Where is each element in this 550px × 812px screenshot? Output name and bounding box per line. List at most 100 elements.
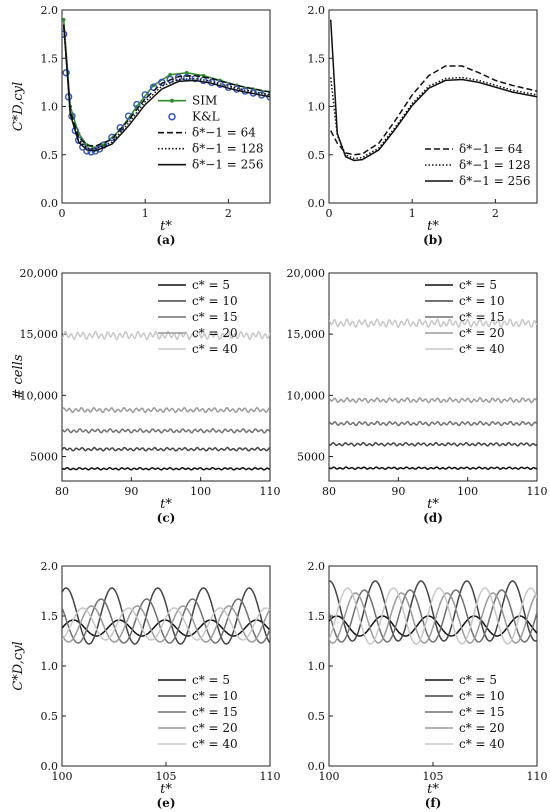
legend-label: δ*−1 = 64 [192, 126, 256, 140]
x-axis-label: t* [427, 219, 439, 234]
x-tick-label: 80 [322, 485, 336, 498]
y-tick-label: 5000 [297, 451, 325, 464]
series-line [62, 24, 270, 150]
panel-f: 0.0 0.5 1.0 1.5 2.0 100 105 110 t*(f) c* = 5 c* = … [308, 560, 548, 810]
legend-label: c* = 5 [192, 278, 230, 292]
series-line [329, 587, 537, 645]
y-tick-label: 1.5 [308, 52, 326, 65]
legend-label: c* = 15 [192, 705, 238, 719]
x-tick-label: 0 [326, 207, 333, 220]
axes-frame [61, 565, 271, 767]
legend-label: c* = 5 [459, 673, 497, 687]
x-tick-label: 90 [391, 485, 405, 498]
panel-b: 0.0 0.5 1.0 1.5 2.0 0 1 2 t*(b) δ*−1 = 64 δ*−1 = 1… [308, 4, 538, 247]
y-tick-label: 0.5 [41, 710, 59, 723]
series-line [329, 580, 537, 642]
panel-label: (b) [423, 233, 443, 247]
x-tick-label: 100 [457, 485, 478, 498]
legend-label: c* = 10 [192, 294, 238, 308]
x-tick-label: 100 [319, 770, 340, 783]
y-tick-label: 1.5 [308, 610, 326, 623]
y-axis-label: C*D,cyl [11, 641, 26, 690]
y-tick-label: 1.0 [41, 660, 59, 673]
data-point [87, 148, 95, 156]
series-line [62, 24, 270, 147]
y-tick-label: 15,000 [287, 328, 326, 341]
panel-d: 5000 10,000 15,000 20,000 80 90 100 110 t*(d) c* … [287, 267, 548, 525]
series-line [62, 446, 270, 452]
y-axis-label: # cells [11, 354, 26, 399]
y-tick-label: 20,000 [287, 267, 326, 280]
legend-label: c* = 40 [192, 342, 238, 356]
y-axis-label: C*D,cyl [11, 82, 26, 131]
series-line [62, 19, 270, 149]
y-tick-label: 10,000 [287, 389, 326, 402]
legend-label: c* = 20 [459, 721, 505, 735]
panel-label: (d) [423, 511, 443, 525]
series-line [329, 589, 537, 643]
data-point [168, 72, 172, 77]
y-tick-label: 1.0 [41, 101, 59, 114]
x-tick-label: 110 [527, 485, 548, 498]
legend-label: c* = 20 [459, 326, 505, 340]
y-tick-label: 1.5 [41, 610, 59, 623]
series-line [62, 427, 270, 434]
x-tick-label: 1 [142, 207, 149, 220]
plot-area [62, 587, 270, 645]
x-tick-label: 100 [190, 485, 211, 498]
y-tick-label: 0.5 [41, 149, 59, 162]
axes-frame [61, 272, 271, 482]
legend-label: c* = 20 [192, 721, 238, 735]
legend-label: c* = 10 [192, 689, 238, 703]
legend-label: δ*−1 = 64 [459, 142, 523, 156]
y-tick-label: 2.0 [308, 560, 326, 573]
series-line [329, 317, 537, 329]
x-tick-label: 105 [156, 770, 177, 783]
x-axis-label: t* [160, 782, 172, 797]
series-line [62, 619, 270, 637]
data-point [185, 70, 189, 75]
x-tick-label: 2 [225, 207, 232, 220]
panel-label: (c) [157, 511, 176, 525]
series-line [330, 65, 537, 156]
plot-area [329, 580, 537, 645]
y-tick-label: 0.0 [308, 197, 326, 210]
plot-area [329, 19, 537, 162]
panel-label: (f) [425, 796, 442, 810]
panel-c: 5000 10,000 15,000 20,000 80 90 100 110 t* # cell… [11, 267, 281, 525]
panel-label: (a) [156, 233, 175, 247]
series-line [329, 396, 537, 404]
y-tick-label: 0.0 [41, 760, 59, 773]
data-point [101, 143, 106, 147]
legend-label: SIM [192, 94, 217, 108]
x-tick-label: 0 [59, 207, 66, 220]
legend-marker [168, 112, 176, 121]
x-tick-label: 2 [492, 207, 499, 220]
data-point [108, 133, 116, 142]
panel-label: (e) [157, 796, 176, 810]
x-tick-label: 100 [52, 770, 73, 783]
y-tick-label: 15,000 [20, 328, 59, 341]
panel-e: 0.0 0.5 1.0 1.5 2.0 100 105 110 t* C*D,cyl (e) c* =… [11, 560, 281, 810]
legend-label: δ*−1 = 256 [192, 158, 264, 172]
x-tick-label: 80 [55, 485, 69, 498]
legend-label: δ*−1 = 128 [459, 158, 531, 172]
x-tick-label: 110 [260, 485, 281, 498]
series-line [329, 592, 537, 644]
y-tick-label: 2.0 [308, 4, 326, 17]
legend-label: c* = 5 [459, 278, 497, 292]
y-tick-label: 0.0 [308, 760, 326, 773]
plot-area [62, 330, 270, 471]
legend-label: c* = 40 [459, 342, 505, 356]
axes-frame [61, 9, 271, 204]
legend-label: c* = 40 [459, 737, 505, 751]
axes-frame [328, 272, 538, 482]
x-tick-label: 105 [423, 770, 444, 783]
legend-label: δ*−1 = 128 [192, 142, 264, 156]
data-point [174, 73, 183, 82]
legend-label: c* = 20 [192, 326, 238, 340]
x-tick-label: 90 [124, 485, 138, 498]
y-tick-label: 2.0 [41, 4, 59, 17]
series-line [62, 607, 270, 641]
